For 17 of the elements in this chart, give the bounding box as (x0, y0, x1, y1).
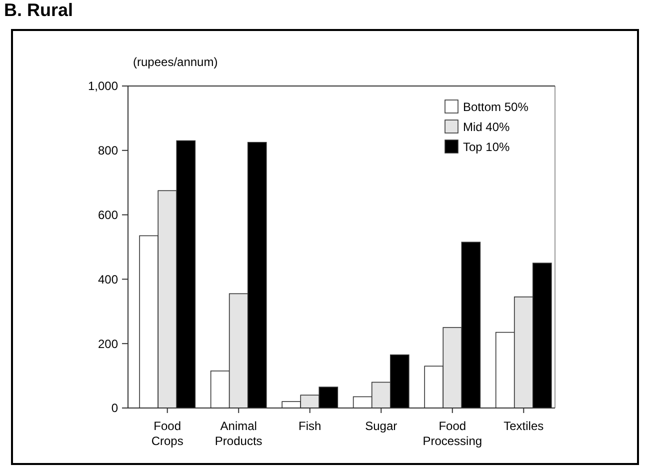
x-tick-label: Animal Products (214, 419, 262, 448)
y-tick-label: 800 (98, 144, 118, 158)
legend-label: Top 10% (463, 140, 510, 154)
legend-label: Mid 40% (463, 120, 510, 134)
legend-label: Bottom 50% (463, 100, 529, 114)
chart-title: B. Rural (4, 0, 74, 20)
x-tick-label: Food Crops (151, 419, 184, 448)
y-tick-label: 200 (98, 336, 118, 351)
y-tick-label: 1,000 (88, 79, 118, 94)
x-tick-label: Food Processing (422, 419, 482, 448)
x-tick-label: Sugar (365, 419, 398, 433)
y-axis-title: (rupees/annum) (133, 55, 218, 69)
x-tick-label: Fish (298, 419, 322, 433)
y-tick-label: 600 (98, 208, 118, 222)
y-tick-label: 0 (111, 401, 118, 416)
x-tick-label: Textiles (504, 419, 544, 433)
y-tick-label: 400 (98, 272, 118, 286)
